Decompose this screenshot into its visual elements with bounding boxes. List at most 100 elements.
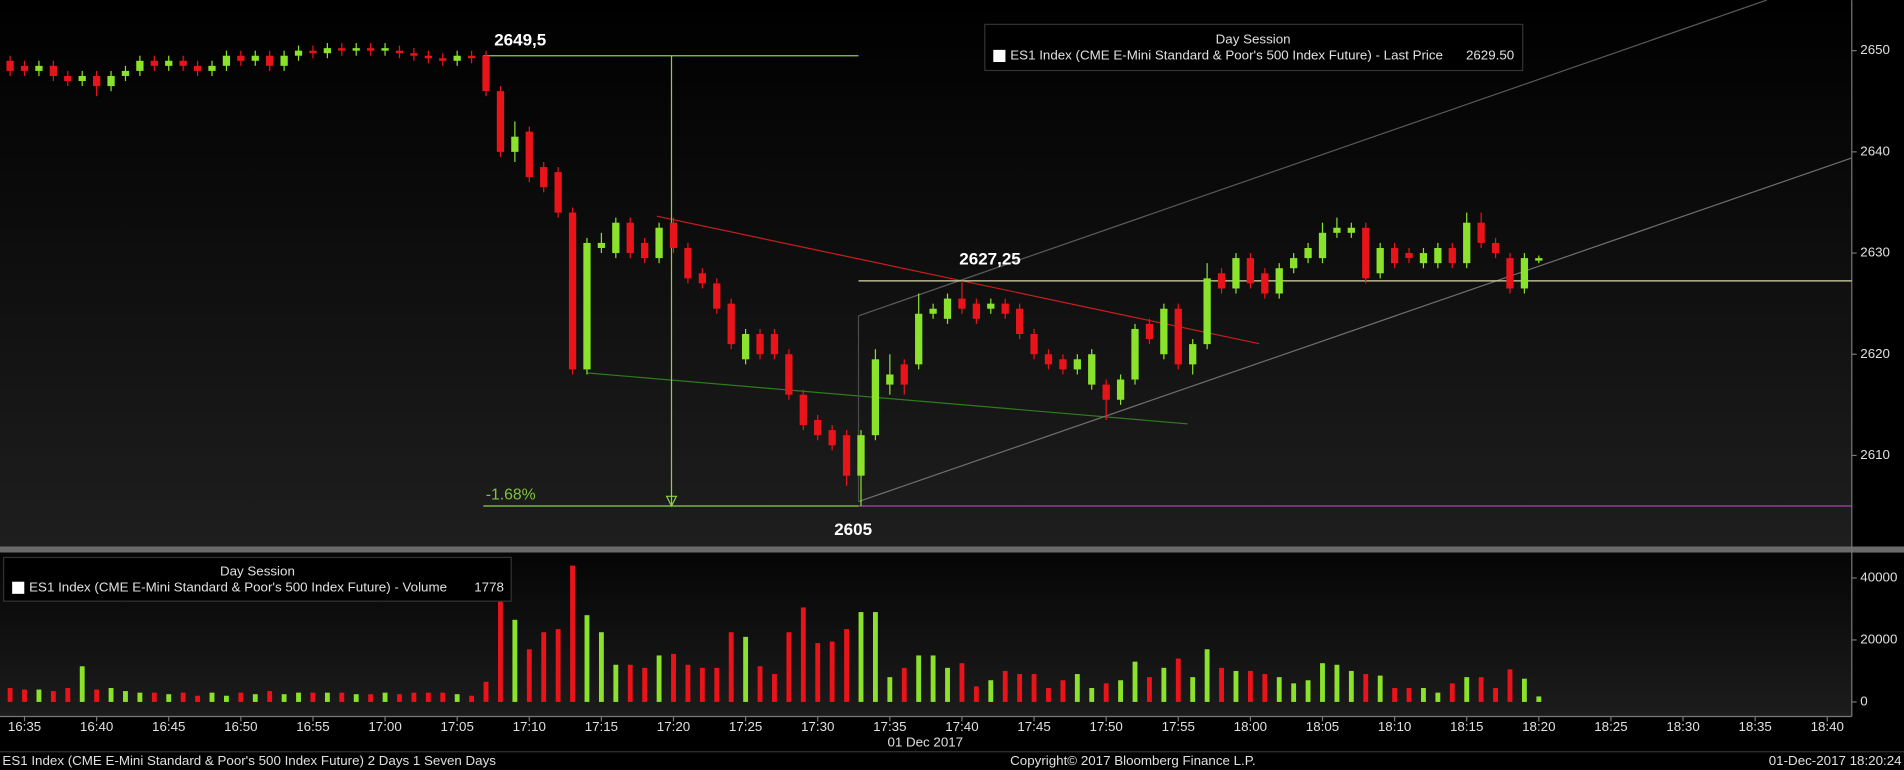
candle-body [453,55,461,61]
x-tick-label: 17:20 [657,719,690,734]
candle-body [381,48,389,51]
candle-body [410,53,418,56]
candle-body [6,60,14,71]
volume-bar [267,691,273,702]
volume-bar [454,694,460,702]
volume-bar [656,655,662,702]
volume-bar [973,686,979,702]
legend-entry: ES1 Index (CME E-Mini Standard & Poor's … [1010,47,1443,62]
candle-body [1491,242,1500,254]
candle-body [857,435,865,476]
legend-box [3,556,512,602]
candle-body [1290,258,1298,269]
x-tick-label: 17:15 [585,719,618,734]
candle-body [641,242,649,259]
volume-bar [1190,677,1196,702]
candle-body [165,60,173,66]
volume-bar [1031,674,1037,702]
candle-body [352,48,360,51]
candle-body [20,65,29,71]
candle-body [1477,222,1485,243]
candle-body [1102,384,1110,400]
legend-title: Day Session [220,564,295,579]
candle-body [1376,247,1384,274]
x-date-label: 01 Dec 2017 [887,735,963,750]
y-tick-label: 40000 [1860,570,1897,585]
candle-body [1463,222,1471,264]
level-label: 2649,5 [494,31,546,50]
candle-body [1347,227,1355,233]
legend-swatch [12,581,25,594]
volume-bar [1103,683,1109,702]
candle-body [309,50,317,54]
volume-bar [714,667,720,702]
candle-body [886,374,894,385]
candle-body [554,172,562,213]
y-tick-label: 2620 [1860,346,1890,361]
x-tick-label: 17:25 [729,719,762,734]
candle-body [1520,258,1529,289]
volume-bar [1204,649,1210,702]
volume-bar [339,692,345,702]
volume-bar [800,607,806,702]
panel-separator [0,546,1904,553]
volume-bar [570,565,575,702]
volume-bar [123,691,128,702]
candle-body [323,48,332,54]
candle-body [770,334,779,355]
candle-body [1448,247,1456,264]
volume-bar [815,643,821,702]
candle-body [972,303,981,319]
legend-value: 2629.50 [1466,47,1514,62]
volume-bar [382,692,388,702]
volume-bar [108,687,114,702]
candle-body [568,212,577,370]
legend-box [984,23,1524,72]
volume-bar [1536,696,1542,702]
candle-body [482,55,490,92]
volume-bar [1305,680,1311,702]
volume-bar [1363,674,1369,702]
legend-entry: ES1 Index (CME E-Mini Standard & Poor's … [29,579,447,594]
candle-body [900,364,908,385]
x-tick-label: 17:05 [440,719,473,734]
volume-bar [988,680,994,702]
candle-body [49,65,58,76]
candle-body [1030,334,1038,355]
volume-bar [238,692,244,702]
volume-bar [699,667,705,702]
volume-bar [930,655,936,702]
candle-body [669,222,678,248]
volume-bar [945,667,950,702]
candle-body [814,420,822,436]
candle-body [626,222,634,254]
x-tick-label: 16:40 [80,719,113,734]
channel-line [858,157,1852,503]
candle-body [92,75,101,87]
trend-line [656,215,1260,345]
candle-body [150,60,158,66]
volume-bar [1161,667,1167,702]
candle-body [424,55,432,59]
volume-bar [1334,664,1340,702]
volume-bar [1089,687,1095,702]
volume-bar [1507,669,1513,702]
volume-bar [1377,675,1383,702]
candle-body [828,430,836,446]
y-tick-label: 2610 [1860,447,1890,462]
x-tick-label: 18:15 [1450,719,1483,734]
change-label: -1.68% [486,487,536,504]
x-tick-label: 18:00 [1234,719,1267,734]
volume-bar [1435,692,1441,702]
volume-bar [425,692,431,702]
candle-body [727,303,735,345]
volume-bar [1219,667,1224,702]
legend-swatch [993,49,1006,62]
volume-bar [1233,670,1239,702]
candle-body [222,55,231,66]
candle-body [1015,308,1024,334]
candle-body [511,136,519,152]
candle-body [1506,258,1514,289]
trend-line [586,372,1188,425]
volume-bar [1175,658,1181,702]
